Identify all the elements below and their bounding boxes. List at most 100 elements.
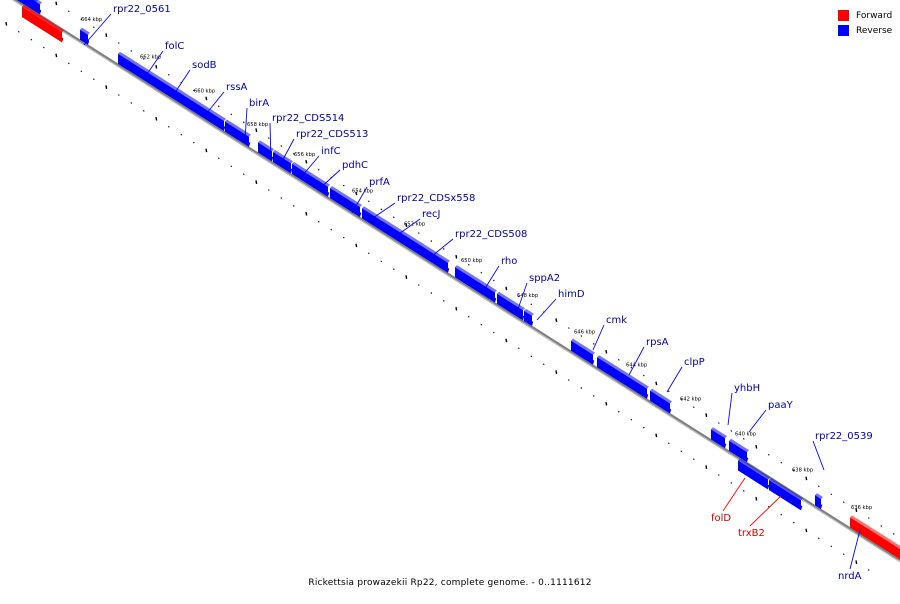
gene-block-face [22,6,62,43]
tick-mark [493,331,495,334]
tick-mark [255,180,258,184]
leader-line-rpr22_CDS508 [431,238,454,257]
gene-label-rpr22_0539: rpr22_0539 [815,431,873,442]
gene-label-rpsA: rpsA [646,337,669,348]
leader-line-rpr22_CDSx558 [369,202,396,221]
tick-mark [68,62,70,65]
scale-label: 652 kbp [404,222,426,228]
tick-mark [393,268,395,271]
tick-mark [580,335,583,337]
gene-block-top [738,458,770,480]
tick-mark [193,141,195,144]
tick-mark [668,442,670,445]
tick-mark [743,490,745,492]
tick-mark [480,323,483,326]
tick-mark [855,560,858,564]
gene-block-face [497,293,523,321]
gene-block-unlabeled-reverse [17,0,38,12]
gene-block-top [225,119,251,137]
tick-mark [680,398,683,401]
tick-mark [530,355,533,358]
gene-block-face [571,340,593,365]
tick-mark [530,303,533,306]
tick-mark [268,189,270,191]
tick-mark [55,1,58,6]
tick-mark [93,26,95,29]
tick-mark [380,208,383,211]
scale-label: 656 kbp [294,152,316,158]
tick-mark [693,458,695,461]
gene-block-face [225,121,249,147]
leader-line-trxB2 [749,495,782,527]
tick-mark [555,318,558,322]
gene-block-top [815,493,823,499]
tick-mark [318,220,320,223]
tick-mark [305,159,308,164]
tick-mark [455,254,458,259]
gene-block-rho [524,308,534,326]
tick-mark [105,33,108,37]
leader-line-rpsA [628,346,645,376]
scale-label: 660 kbp [194,89,216,95]
tick-mark [593,343,595,345]
gene-block-top [33,0,38,2]
tick-mark [630,366,633,369]
gene-block-rpr22_CDS508 [497,291,525,321]
gene-block-rpr22_CDS513 [273,149,293,174]
gene-block-top [524,308,534,316]
leader-line-rpr22_CDS513 [279,138,295,166]
gene-block-top [711,427,727,439]
tick-mark [368,252,370,255]
gene-block-top [154,74,174,88]
tick-mark [618,410,620,413]
scale-label: 640 kbp [735,431,757,437]
tick-mark [143,58,145,60]
tick-mark [793,469,795,472]
gene-block-face [729,440,747,463]
scale-label: 636 kbp [851,505,873,511]
gene-label-rpr22_CDS514: rpr22_CDS514 [272,113,344,124]
gene-label-clpP: clpP [684,357,705,368]
tick-mark [468,315,470,318]
scale-label: 654 kbp [352,189,374,195]
tick-mark [818,485,820,488]
gene-block-yhbH [815,493,823,509]
tick-mark [868,517,870,519]
tick-mark [193,89,195,92]
tick-mark [718,474,720,476]
tick-mark [418,232,420,234]
tick-mark [155,116,158,121]
tick-mark [280,145,283,147]
tick-mark [655,433,658,438]
tick-mark [818,537,820,540]
tick-mark [843,501,845,504]
tick-mark [55,53,58,58]
tick-mark [880,525,883,527]
leader-line-infC [301,155,320,177]
tick-mark [418,284,420,286]
tick-mark [393,216,395,219]
tick-mark [293,153,295,155]
gene-block-face [650,390,670,414]
gene-block-clpP [729,438,749,463]
gene-block-top [22,4,64,33]
tick-mark [730,430,733,432]
leader-line-rho [483,265,500,291]
tick-mark [793,521,795,524]
tick-mark [118,94,120,96]
gene-block-rpr22_CDS514 [258,140,274,162]
scale-label: 638 kbp [792,467,814,473]
gene-block-face [258,142,272,162]
gene-label-infC: infC [321,146,341,157]
scale-label: 664 kbp [81,17,103,23]
tick-mark [405,223,408,227]
tick-mark [443,248,445,250]
tick-mark [218,157,220,160]
gene-block-nrdA [80,27,90,45]
tick-mark [205,96,208,101]
tick-mark [568,327,570,329]
gene-block-rssA [172,85,226,131]
gene-label-nrdA: nrdA [838,571,862,582]
leader-line-recJ [395,218,421,237]
